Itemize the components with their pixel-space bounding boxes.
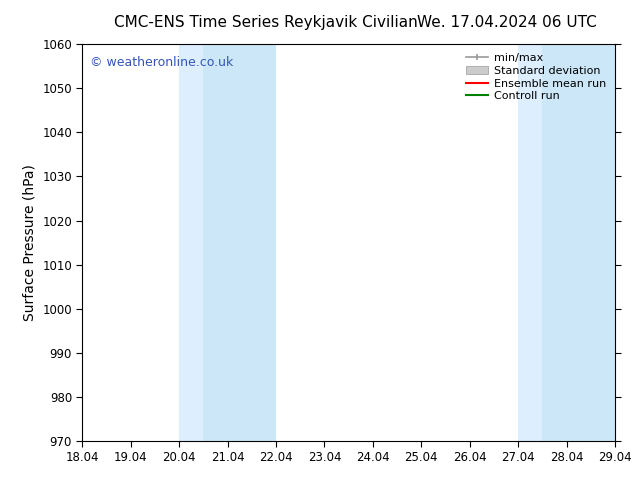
Bar bbox=[204, 44, 276, 441]
Text: CMC-ENS Time Series Reykjavik Civilian: CMC-ENS Time Series Reykjavik Civilian bbox=[114, 15, 418, 30]
Text: © weatheronline.co.uk: © weatheronline.co.uk bbox=[91, 56, 234, 69]
Bar bbox=[518, 44, 542, 441]
Y-axis label: Surface Pressure (hPa): Surface Pressure (hPa) bbox=[23, 164, 37, 321]
Bar bbox=[542, 44, 615, 441]
Legend: min/max, Standard deviation, Ensemble mean run, Controll run: min/max, Standard deviation, Ensemble me… bbox=[463, 49, 609, 105]
Bar bbox=[179, 44, 204, 441]
Text: We. 17.04.2024 06 UTC: We. 17.04.2024 06 UTC bbox=[417, 15, 597, 30]
